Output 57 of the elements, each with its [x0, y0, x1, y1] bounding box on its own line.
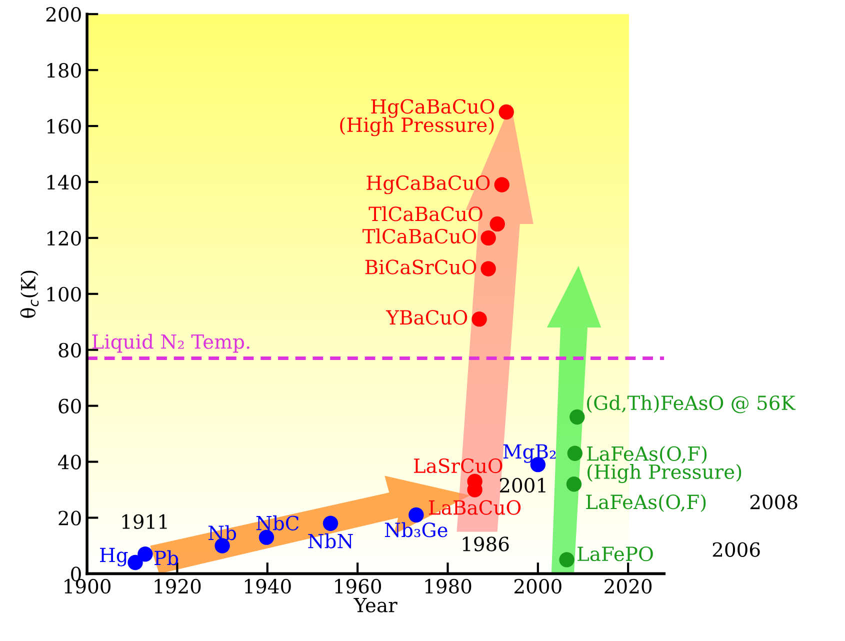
y-tick-label: 20: [58, 510, 81, 526]
text: 2008: [750, 494, 798, 510]
x-tick-label: 1940: [245, 578, 291, 594]
y-tick-label: 200: [46, 7, 81, 22]
y-axis-title: θ$_{c}$(K): [20, 270, 39, 318]
y-tick-label: 160: [47, 118, 81, 134]
data-label: LaFeAs(O,F): [586, 494, 706, 512]
text: 2006: [712, 542, 760, 557]
data-label: Hg: [100, 548, 128, 566]
point: [559, 552, 574, 568]
x-tick-label: 1960: [335, 578, 382, 594]
data-label: NbC: [256, 515, 299, 530]
data-label: Nb: [208, 525, 236, 540]
data-label: HgCaBaCuO: [366, 175, 490, 194]
data-label: (Gd,Th)FeAsO @ 56K: [587, 395, 796, 414]
point: [567, 446, 582, 461]
point: [490, 216, 505, 232]
x-axis-title: Year: [354, 598, 398, 612]
point: [480, 261, 496, 276]
x-tick-label: 1920: [154, 578, 201, 594]
point: [498, 104, 514, 120]
point: [258, 530, 274, 545]
data-label: Pb: [154, 550, 178, 566]
y-tick-label: 100: [47, 286, 81, 302]
data-label: MgB₂: [503, 444, 556, 463]
data-label: LaFeAs(O,F) (High Pressure): [587, 446, 742, 484]
ref-line-label: Liquid N₂ Temp.: [92, 334, 250, 353]
annotation: 1986: [462, 536, 509, 552]
y-tick-label: 140: [47, 174, 81, 190]
point: [128, 554, 143, 570]
data-label: YBaCuO: [386, 310, 468, 325]
data-label: TlCaBaCuO: [368, 206, 482, 222]
x-tick-label: 2000: [514, 578, 562, 594]
data-label: TlCaBaCuO: [362, 228, 476, 244]
point: [494, 177, 510, 192]
data-label: LaBaCuO: [429, 500, 521, 515]
y-tick-label: 40: [58, 454, 81, 470]
data-label: LaFePO: [578, 546, 653, 562]
y-tick-label: 80: [58, 342, 81, 358]
point: [570, 409, 585, 425]
y-tick-label: 120: [47, 230, 81, 246]
x-tick-label: 1980: [425, 578, 472, 594]
annotation: 2001: [500, 478, 546, 493]
annotation: 1911: [122, 514, 167, 529]
point: [408, 507, 424, 523]
data-label: NbN: [308, 533, 353, 548]
y-tick-label: 180: [47, 63, 81, 78]
point: [138, 546, 153, 562]
point: [480, 230, 496, 246]
x-tick-label: 2020: [604, 578, 652, 594]
point: [472, 311, 487, 327]
data-label: LaSrCuO: [414, 458, 502, 474]
data-label: BiCaSrCuO: [365, 260, 476, 274]
data-label: HgCaBaCuO (High Pressure): [340, 99, 494, 136]
point: [322, 516, 338, 531]
point: [566, 476, 582, 492]
y-tick-label: 60: [58, 398, 81, 414]
